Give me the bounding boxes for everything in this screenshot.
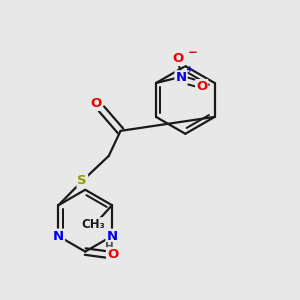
Text: O: O — [172, 52, 184, 65]
Text: −: − — [188, 46, 197, 59]
Text: N: N — [176, 71, 187, 84]
Text: O: O — [91, 97, 102, 110]
Text: CH₃: CH₃ — [81, 218, 105, 231]
Text: H: H — [105, 242, 113, 252]
Text: S: S — [77, 174, 87, 188]
Text: O: O — [196, 80, 207, 93]
Text: O: O — [107, 248, 118, 261]
Text: +: + — [186, 65, 194, 74]
Text: N: N — [106, 230, 118, 243]
Text: N: N — [53, 230, 64, 243]
